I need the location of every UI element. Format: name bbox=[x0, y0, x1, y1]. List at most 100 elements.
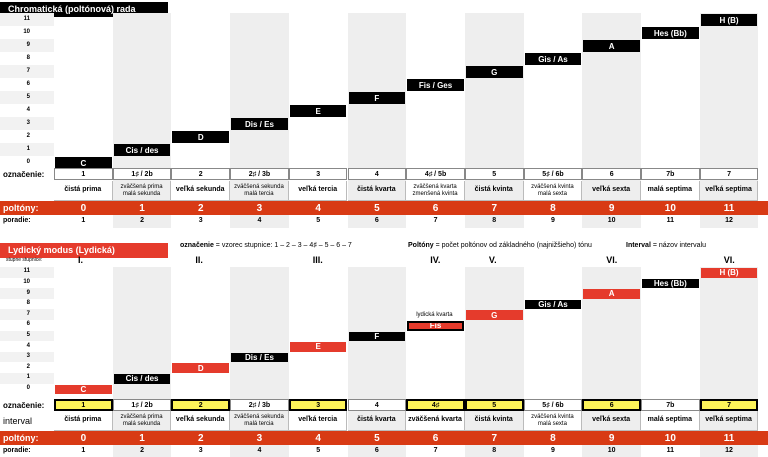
interval-name-line: malá sekunda bbox=[122, 190, 161, 197]
bot-oznacenie-cell: 4♯ bbox=[406, 399, 465, 411]
top-row-stripe bbox=[0, 13, 54, 26]
legend-interval: Interval = názov intervalu bbox=[626, 242, 706, 249]
scale-degree-label: I. bbox=[78, 255, 84, 265]
top-oznacenie-cell: 7b bbox=[641, 168, 700, 180]
top-poradie-value: 10 bbox=[582, 215, 641, 226]
top-interval-cell: veľká sekunda bbox=[171, 181, 231, 201]
bot-note: F bbox=[348, 331, 406, 342]
top-oznacenie-cell: 5♯ / 6b bbox=[523, 168, 583, 180]
interval-name-line: malá septima bbox=[647, 416, 693, 424]
top-oznacenie-cell: 7 bbox=[699, 168, 759, 180]
top-poradie-value: 2 bbox=[112, 215, 172, 226]
top-poradie-value: 6 bbox=[347, 215, 407, 226]
bot-oznacenie-cell: 2 bbox=[171, 399, 231, 411]
bot-row-stripe bbox=[0, 351, 54, 363]
top-row-stripe bbox=[0, 91, 54, 104]
bot-interval-cell: zväčšená prima malá sekunda bbox=[112, 411, 172, 431]
legend-poltony: Poltóny = počet poltónov od základného (… bbox=[408, 242, 592, 249]
bot-shade-col bbox=[112, 267, 172, 457]
top-oznacenie-cell: 2♯ / 3b bbox=[230, 168, 289, 180]
bot-oznacenie-label: označenie: bbox=[3, 400, 45, 410]
bot-row-stripe bbox=[0, 267, 54, 278]
bot-poradie-value: 2 bbox=[112, 445, 172, 456]
bot-poltony-value: 7 bbox=[491, 432, 498, 444]
interval-name-line: veľká tercia bbox=[298, 186, 338, 194]
top-note: C bbox=[55, 157, 112, 169]
top-poradie-value: 12 bbox=[699, 215, 759, 226]
top-poltony-value: 9 bbox=[608, 202, 615, 214]
bot-oznacenie-cell: 2♯ / 3b bbox=[230, 399, 289, 411]
top-note: Gis / As bbox=[524, 53, 582, 65]
top-poradie-value: 1 bbox=[54, 215, 113, 226]
bot-row-number: 7 bbox=[26, 310, 30, 317]
top-poradie-value: 7 bbox=[406, 215, 465, 226]
bot-note: Gis / As bbox=[524, 299, 582, 310]
bot-poradie-value: 3 bbox=[171, 445, 231, 456]
bot-row-number: 3 bbox=[26, 353, 30, 360]
bot-oznacenie-cell: 5♯ / 6b bbox=[523, 399, 583, 411]
top-row-number: 6 bbox=[26, 80, 30, 87]
interval-name-line: malá tercia bbox=[244, 420, 274, 427]
top-row-number: 5 bbox=[26, 93, 30, 100]
top-row-number: 11 bbox=[23, 15, 30, 22]
bot-shade-col bbox=[699, 267, 759, 457]
bot-oznacenie-cell: 3 bbox=[288, 399, 348, 411]
bot-poltony-value: 8 bbox=[550, 432, 556, 444]
top-oznacenie-label: označenie: bbox=[3, 169, 45, 179]
bot-shade-col bbox=[464, 267, 524, 457]
interval-name-line: veľká sekunda bbox=[175, 186, 225, 194]
bot-row-number: 5 bbox=[26, 331, 30, 338]
bot-interval-label: interval bbox=[3, 416, 33, 426]
top-note: Hes (Bb) bbox=[642, 27, 699, 39]
bot-row-number: 1 bbox=[26, 374, 30, 381]
bot-row-number: 8 bbox=[26, 300, 30, 307]
top-poltony-value: 5 bbox=[374, 202, 380, 214]
interval-name-line: veľká septima bbox=[705, 186, 752, 194]
bot-interval-cell: čistá prima bbox=[54, 411, 113, 431]
bot-shade-col bbox=[347, 267, 407, 457]
bot-poltony-value: 1 bbox=[139, 432, 145, 444]
top-oznacenie-cell: 4 bbox=[347, 168, 407, 180]
top-poradie-value: 9 bbox=[523, 215, 583, 226]
top-poltony-label: poltóny: bbox=[3, 203, 39, 213]
bot-interval-cell: veľká tercia bbox=[288, 411, 348, 431]
bot-poradie-value: 7 bbox=[406, 445, 465, 456]
top-poltony-value: 8 bbox=[550, 202, 556, 214]
top-interval-cell: zväčšená prima malá sekunda bbox=[112, 181, 172, 201]
bot-poltony-value: 3 bbox=[256, 432, 263, 444]
scale-degree-label: VI. bbox=[723, 255, 735, 265]
bot-row-stripe bbox=[0, 373, 54, 384]
top-oznacenie-cell: 2 bbox=[171, 168, 231, 180]
bot-poradie-label: poradie: bbox=[3, 447, 31, 454]
legend-poltony-text: = počet poltónov od základného (najnižši… bbox=[433, 242, 592, 249]
bot-note: A bbox=[583, 289, 640, 299]
bot-note: Dis / Es bbox=[231, 352, 288, 363]
bot-poradie-value: 4 bbox=[230, 445, 289, 456]
scale-degree-label: III. bbox=[312, 255, 323, 265]
bot-poradie-value: 6 bbox=[347, 445, 407, 456]
top-note: F bbox=[348, 92, 406, 104]
top-row-number: 3 bbox=[26, 119, 30, 126]
top-row-number: 8 bbox=[26, 54, 30, 61]
interval-name-line: malá septima bbox=[647, 186, 693, 194]
interval-name-line: zväčšená sekunda bbox=[234, 413, 284, 420]
top-row-number: 10 bbox=[23, 28, 30, 35]
top-note: E bbox=[289, 105, 347, 117]
bot-row-number: 10 bbox=[23, 278, 30, 285]
top-interval-cell: čistá kvarta bbox=[347, 181, 407, 201]
interval-name-line: čistá prima bbox=[64, 186, 102, 194]
bot-interval-cell: zväčšená sekunda malá tercia bbox=[230, 411, 289, 431]
bot-poltony-value: 5 bbox=[374, 432, 380, 444]
bot-interval-cell: zväčšená kvarta bbox=[406, 411, 465, 431]
interval-name-line: veľká sekunda bbox=[175, 416, 225, 424]
interval-name-line: zväčšená kvarta bbox=[413, 183, 457, 190]
legend-oznacenie-text: = vzorec stupnice: 1 – 2 – 3 – 4♯ – 5 – … bbox=[213, 242, 352, 249]
bot-note: G bbox=[465, 310, 523, 320]
top-note: H (B) bbox=[700, 14, 758, 26]
interval-name-line: veľká septima bbox=[705, 416, 752, 424]
top-interval-cell: zväčšená sekunda malá tercia bbox=[230, 181, 289, 201]
bot-poradie-value: 11 bbox=[641, 445, 700, 456]
bot-poltony-value: 10 bbox=[664, 432, 676, 444]
top-interval-cell: zväčšená kvarta zmenšená kvinta bbox=[406, 181, 465, 201]
bot-poltony-value: 2 bbox=[197, 432, 204, 444]
